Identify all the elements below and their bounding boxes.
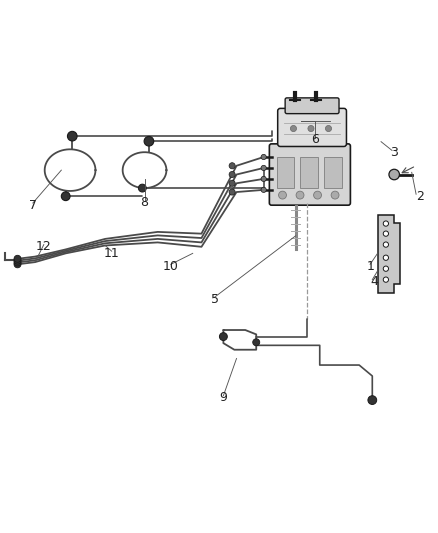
Circle shape bbox=[229, 189, 235, 195]
Circle shape bbox=[314, 191, 321, 199]
Circle shape bbox=[261, 176, 266, 182]
Text: 2: 2 bbox=[417, 190, 424, 203]
Circle shape bbox=[253, 339, 260, 346]
Text: 3: 3 bbox=[390, 146, 398, 159]
Circle shape bbox=[383, 277, 389, 282]
Circle shape bbox=[296, 191, 304, 199]
Circle shape bbox=[383, 266, 389, 271]
Bar bbox=[324, 157, 342, 188]
Circle shape bbox=[61, 192, 70, 200]
Circle shape bbox=[261, 165, 266, 171]
Circle shape bbox=[383, 221, 389, 226]
Circle shape bbox=[331, 191, 339, 199]
Circle shape bbox=[261, 155, 266, 159]
Circle shape bbox=[229, 172, 235, 177]
Circle shape bbox=[67, 131, 77, 141]
Circle shape bbox=[279, 191, 286, 199]
Circle shape bbox=[229, 163, 235, 169]
Polygon shape bbox=[378, 215, 400, 293]
Text: 5: 5 bbox=[211, 293, 219, 306]
Text: 6: 6 bbox=[311, 133, 319, 146]
Text: 12: 12 bbox=[36, 240, 52, 253]
Circle shape bbox=[219, 333, 227, 341]
Circle shape bbox=[383, 242, 389, 247]
Circle shape bbox=[14, 261, 21, 268]
Circle shape bbox=[138, 184, 146, 192]
Text: 9: 9 bbox=[219, 391, 227, 405]
Circle shape bbox=[383, 255, 389, 260]
Circle shape bbox=[14, 255, 21, 262]
FancyBboxPatch shape bbox=[278, 108, 346, 147]
Circle shape bbox=[14, 257, 21, 264]
Circle shape bbox=[229, 180, 235, 187]
Text: 7: 7 bbox=[29, 199, 37, 212]
Text: 4: 4 bbox=[371, 276, 378, 288]
Bar bbox=[300, 157, 318, 188]
Circle shape bbox=[383, 231, 389, 236]
Circle shape bbox=[389, 169, 399, 180]
Text: 11: 11 bbox=[104, 247, 120, 260]
Circle shape bbox=[290, 125, 297, 132]
FancyBboxPatch shape bbox=[269, 144, 350, 205]
Circle shape bbox=[308, 125, 314, 132]
Circle shape bbox=[14, 259, 21, 266]
Circle shape bbox=[325, 125, 332, 132]
Text: 10: 10 bbox=[163, 260, 179, 273]
Text: 1: 1 bbox=[366, 260, 374, 273]
Circle shape bbox=[144, 136, 154, 146]
Circle shape bbox=[368, 395, 377, 405]
FancyBboxPatch shape bbox=[285, 98, 339, 114]
Text: 8: 8 bbox=[141, 197, 148, 209]
Bar bbox=[277, 157, 294, 188]
Circle shape bbox=[261, 187, 266, 192]
